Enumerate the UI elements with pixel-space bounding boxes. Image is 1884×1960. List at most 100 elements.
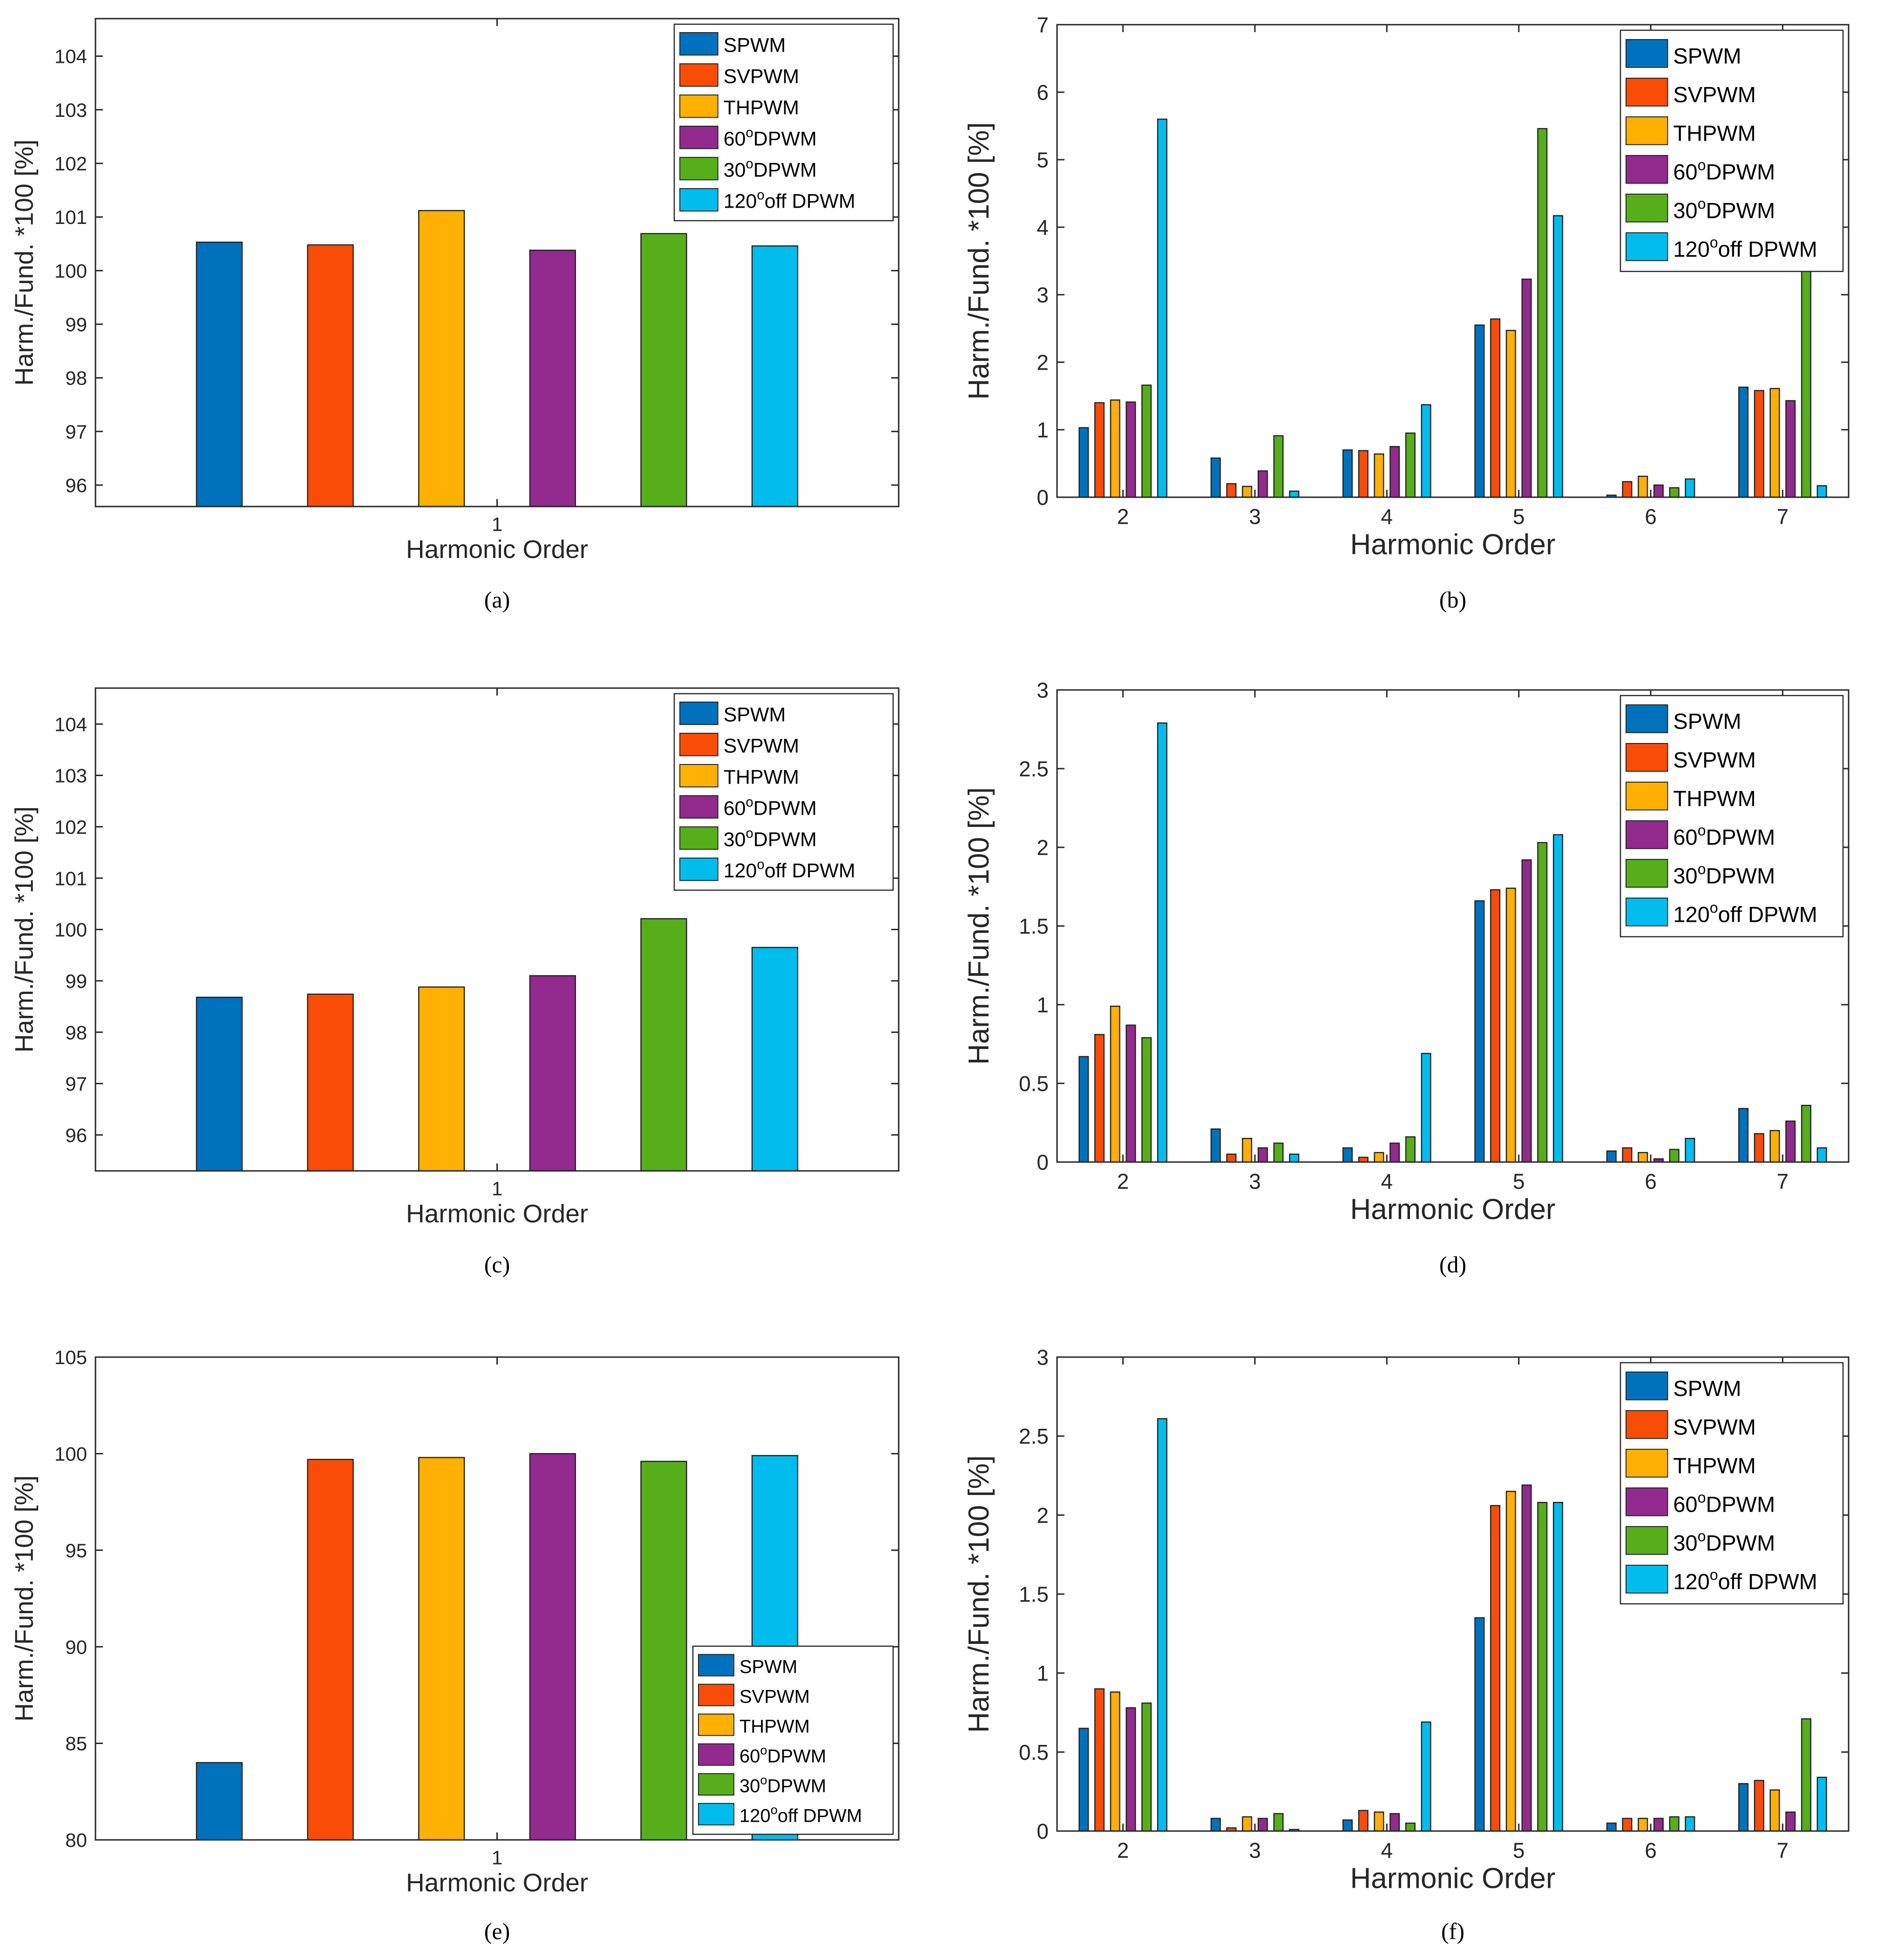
bar-d-s1-c4 [1622,1147,1633,1163]
bar-c-s2-c0 [418,986,465,1172]
bar-d-s5-c5 [1816,1147,1827,1163]
bar-a-s3-c0 [529,250,576,507]
legend-label-degree: o [746,795,753,810]
y-axis-label: Harm./Fund. *100 [%] [10,806,39,1053]
bar-b-s3-c0 [1125,401,1136,498]
ytick-label: 90 [65,1636,87,1658]
ytick-label: 1.5 [1019,1582,1049,1607]
bar-b-s4-c4 [1669,487,1680,498]
legend-box [673,23,894,222]
ytick-label: 1 [1037,418,1049,442]
xtick-label: 2 [1117,1838,1129,1863]
y-axis-label: Harm./Fund. *100 [%] [10,140,39,386]
bar-b-s5-c0 [1157,118,1167,498]
bar-f-s2-c4 [1638,1818,1648,1832]
panel-caption: (c) [484,1251,510,1277]
legend-label-suffix: DPWM [753,159,817,182]
bar-d-s4-c5 [1801,1105,1811,1163]
xtick-label: 3 [1249,505,1261,529]
legend-label: 30oDPWM [1673,196,1775,223]
bar-a-s5-c0 [751,245,799,507]
ytick-label: 96 [65,1124,87,1146]
legend-label: SPWM [1673,43,1741,68]
legend-label: THPWM [1673,121,1756,145]
bar-b-s1-c5 [1754,390,1764,498]
bar-d-s0-c1 [1210,1128,1221,1163]
legend-label-main: 30 [724,829,746,851]
legend-label: SPWM [724,34,786,57]
bar-d-s5-c0 [1157,722,1167,1163]
bar-b-s5-c4 [1685,478,1695,498]
legend-label-main: SVPWM [1673,82,1756,107]
legend-label-main: SPWM [1673,709,1741,733]
legend-swatch [679,32,718,56]
legend-label-suffix: DPWM [1706,1492,1775,1516]
legend-swatch [1626,232,1668,261]
panel-caption: (f) [1441,1918,1464,1944]
bar-b-s2-c1 [1242,486,1253,498]
panel-caption: (e) [484,1918,510,1944]
legend-label-degree: o [746,157,753,172]
legend-label-main: 60 [1673,825,1697,849]
bar-b-s0-c5 [1738,386,1749,498]
bar-d-s0-c5 [1738,1108,1749,1163]
ytick-label: 80 [65,1829,87,1851]
legend-label-degree: o [760,1773,767,1787]
xtick-label: 3 [1249,1169,1261,1194]
bar-f-s2-c0 [1110,1691,1120,1832]
legend-box [1620,29,1844,272]
bar-d-s3-c5 [1785,1120,1796,1163]
legend-label: 60oDPWM [1673,822,1775,850]
ytick-label: 2 [1037,836,1049,860]
xtick-label: 6 [1645,1838,1657,1863]
xtick-label: 7 [1777,1169,1789,1194]
bar-b-s0-c2 [1342,449,1353,498]
legend-label-suffix: DPWM [1706,1530,1775,1555]
legend-swatch [1626,1526,1668,1555]
legend-label: THPWM [1673,786,1756,811]
legend-label: SVPWM [724,66,799,88]
legend-swatch [698,1654,734,1676]
xtick-label: 6 [1645,505,1657,529]
legend-swatch [1626,743,1668,772]
legend-label-suffix: DPWM [767,1776,827,1796]
xtick-label: 2 [1117,1169,1129,1194]
legend-label-main: 60 [724,128,746,150]
legend-swatch [698,1803,734,1825]
y-axis-label: Harm./Fund. *100 [%] [963,787,995,1065]
bar-f-s0-c3 [1474,1617,1485,1832]
legend-swatch [679,188,718,212]
xtick-label: 5 [1513,1169,1525,1194]
y-axis-label: Harm./Fund. *100 [%] [963,122,995,399]
ytick-label: 101 [54,867,87,889]
legend-label: 30oDPWM [1673,861,1775,888]
bar-d-s3-c2 [1389,1142,1400,1163]
bar-f-s2-c2 [1374,1811,1384,1832]
ytick-label: 2.5 [1019,757,1049,781]
ytick-label: 85 [65,1733,87,1755]
bar-d-s0-c2 [1342,1147,1353,1163]
legend-label-main: 60 [1673,1492,1697,1516]
legend-label: SVPWM [724,735,799,757]
bar-d-s4-c4 [1669,1149,1680,1163]
legend-label-main: 30 [739,1776,760,1796]
legend-label-main: 120 [1673,1569,1709,1594]
xtick-label: 7 [1777,505,1789,529]
legend-label: 60oDPWM [739,1743,826,1767]
bar-d-s1-c1 [1226,1153,1237,1163]
legend-label-main: 120 [1673,902,1709,926]
legend-label-degree: o [757,188,764,203]
legend-label-main: THPWM [739,1716,810,1737]
bar-b-s1-c2 [1358,450,1369,498]
panel-caption: (b) [1439,587,1466,613]
legend-swatch [1626,155,1668,184]
bar-b-s5-c2 [1421,404,1431,498]
legend-swatch [1626,39,1668,68]
legend-swatch [1626,1448,1668,1478]
legend-swatch [1626,897,1668,926]
bar-b-s1-c4 [1622,481,1633,498]
xtick-label: 4 [1381,1169,1393,1194]
legend-label-main: SVPWM [739,1686,810,1707]
